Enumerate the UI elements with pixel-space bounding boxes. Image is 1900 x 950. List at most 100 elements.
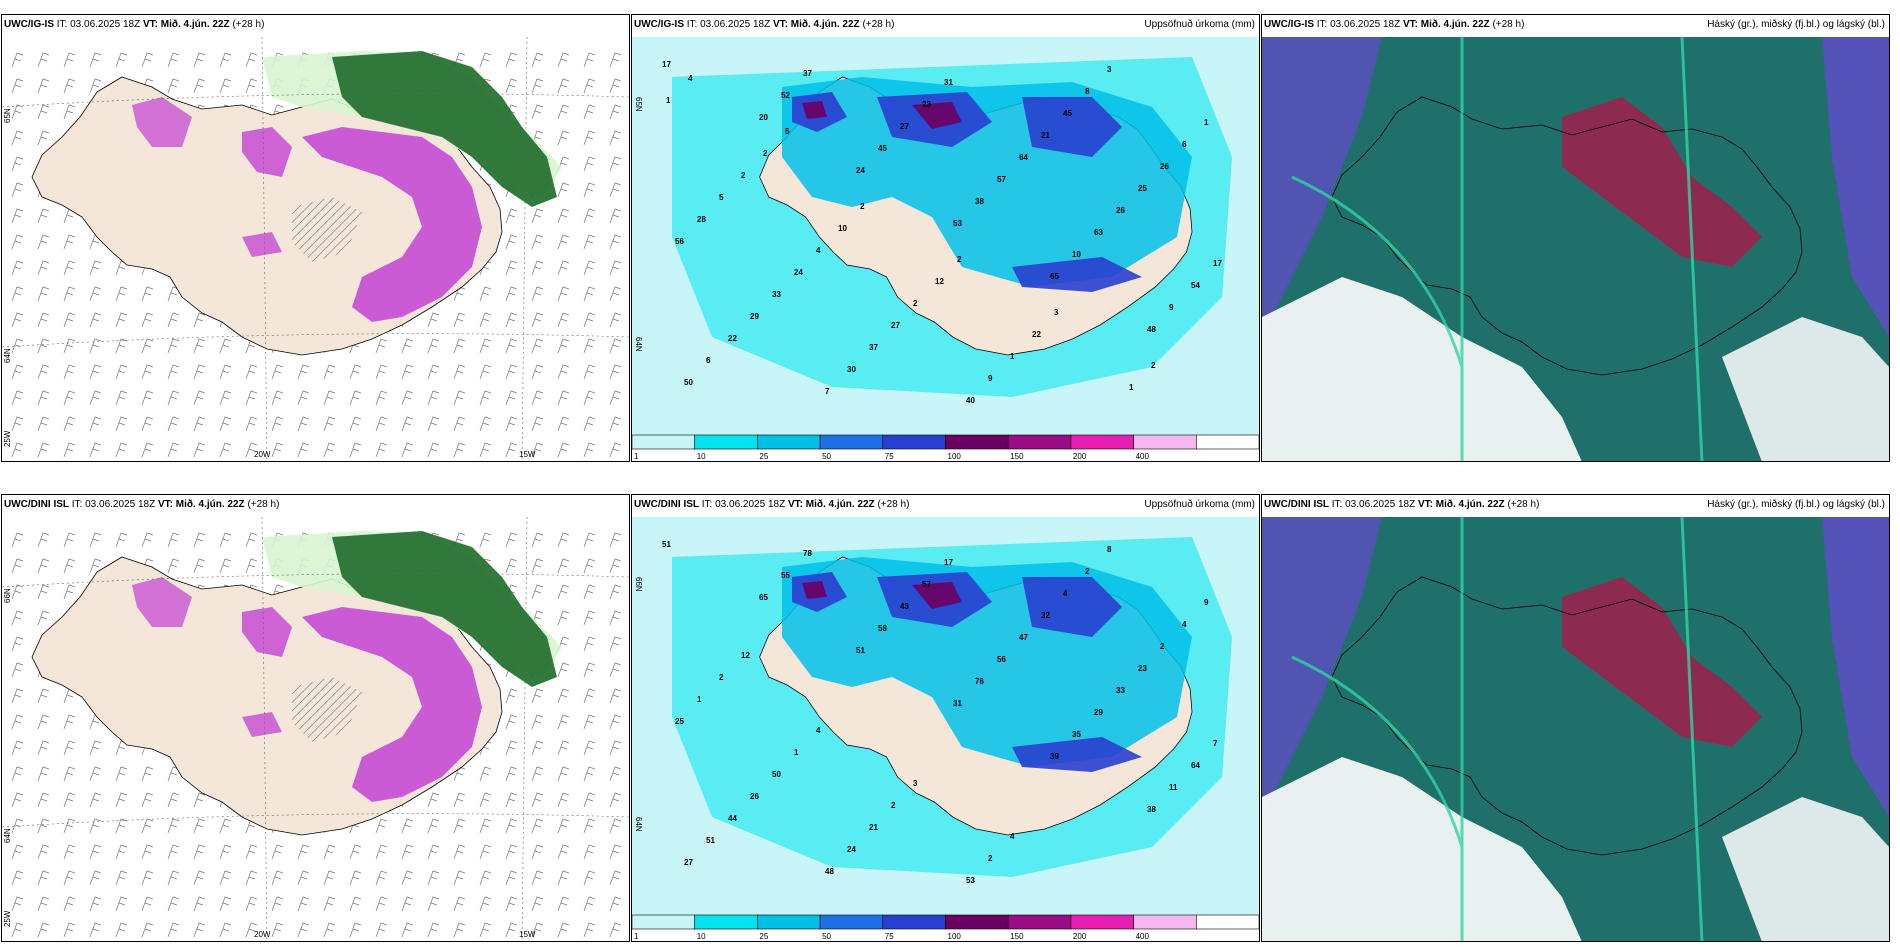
panel-header: UWC/IG-IS IT: 03.06.2025 18Z VT: Mið. 4.… — [4, 19, 625, 35]
precip-value: 32 — [1041, 611, 1050, 620]
precip-value: 2 — [913, 299, 918, 308]
lat-label: 64N — [634, 817, 643, 832]
precip-value: 47 — [1019, 633, 1028, 642]
colorbar-label: 50 — [822, 932, 831, 941]
precip-value: 21 — [1041, 131, 1050, 140]
colorbar-swatch — [882, 914, 946, 930]
panel-header: UWC/IG-IS IT: 03.06.2025 18Z VT: Mið. 4.… — [634, 19, 1255, 35]
precip-value: 37 — [803, 69, 812, 78]
precip-value: 38 — [1147, 805, 1156, 814]
colorbar-swatch — [1195, 434, 1259, 450]
panel-cloud-ig-is: UWC/IG-IS IT: 03.06.2025 18Z VT: Mið. 4.… — [1261, 14, 1890, 462]
precip-value: 57 — [922, 580, 931, 589]
init-time: 03.06.2025 18Z — [1330, 19, 1401, 30]
init-time: 03.06.2025 18Z — [85, 499, 156, 510]
precip-value: 76 — [975, 677, 984, 686]
precip-value: 24 — [847, 845, 856, 854]
precip-value: 29 — [1094, 708, 1103, 717]
map-area: 65N 64N 17 20 24 53 65 48 50 52 45 38 10 9 6 37 27 57 63 54… — [632, 37, 1259, 437]
panel-precip-dini-isl: UWC/DINI ISL IT: 03.06.2025 18Z VT: Mið.… — [631, 494, 1260, 942]
colorbar-swatch — [632, 434, 696, 450]
cloud-mid-east — [1822, 517, 1889, 817]
precip-value: 56 — [997, 655, 1006, 664]
panel-precip-ig-is: UWC/IG-IS IT: 03.06.2025 18Z VT: Mið. 4.… — [631, 14, 1260, 462]
colorbar-swatch — [882, 434, 946, 450]
precip-value: 3 — [1107, 65, 1112, 74]
map-area — [1262, 517, 1889, 941]
valid-time: Mið. 4.jún. 22Z — [160, 19, 230, 30]
cloud-mid-west — [1262, 37, 1382, 337]
precip-value: 3 — [913, 779, 918, 788]
precip-value: 29 — [750, 312, 759, 321]
valid-time: Mið. 4.jún. 22Z — [790, 19, 860, 30]
precip-value: 50 — [772, 770, 781, 779]
precip-value: 17 — [1213, 259, 1222, 268]
precip-value: 44 — [728, 814, 737, 823]
precip-value: 38 — [975, 197, 984, 206]
cloud-free-se — [1722, 317, 1889, 461]
lead-time: (+28 h) — [232, 19, 265, 30]
precip-value: 7 — [825, 387, 830, 396]
colorbar-swatch — [694, 434, 758, 450]
precip-value: 26 — [1116, 206, 1125, 215]
panel-header: UWC/DINI ISL IT: 03.06.2025 18Z VT: Mið.… — [634, 499, 1255, 515]
precip-value: 56 — [675, 237, 684, 246]
precip-value: 2 — [860, 202, 865, 211]
panel-title: Uppsöfnuð úrkoma (mm) — [1144, 19, 1255, 30]
colorbar-label: 1 — [634, 932, 639, 941]
precip-value: 64 — [1019, 153, 1028, 162]
snow-central — [242, 712, 282, 737]
model-name: UWC/DINI ISL — [634, 499, 699, 510]
precip-value: 17 — [944, 558, 953, 567]
lead-time: (+28 h) — [1492, 19, 1525, 30]
init-time-label: IT: — [71, 499, 83, 510]
colorbar-label: 100 — [948, 452, 962, 461]
precip-value: 1 — [697, 695, 702, 704]
valid-time: Mið. 4.jún. 22Z — [175, 499, 245, 510]
lon-label: 20W — [254, 450, 271, 459]
precip-value: 4 — [1010, 832, 1015, 841]
precip-value: 26 — [750, 792, 759, 801]
precip-value: 4 — [688, 74, 693, 83]
precip-value: 27 — [900, 122, 909, 131]
precip-value: 51 — [662, 540, 671, 549]
precip-value: 53 — [966, 876, 975, 885]
precip-value: 27 — [891, 321, 900, 330]
colorbar-label: 100 — [948, 932, 962, 941]
precip-values: 5165513139382755587635115178435629644448… — [662, 540, 1218, 885]
valid-time: Mið. 4.jún. 22Z — [1435, 499, 1505, 510]
precip-75 — [792, 572, 1142, 772]
precip-value: 2 — [763, 149, 768, 158]
precip-value: 9 — [1169, 303, 1174, 312]
precip-value: 50 — [684, 378, 693, 387]
model-name: UWC/IG-IS — [634, 19, 684, 30]
colorbar-label: 200 — [1073, 452, 1087, 461]
panel-header: UWC/DINI ISL IT: 03.06.2025 18Z VT: Mið.… — [4, 499, 625, 515]
cloud-mid-west — [1262, 517, 1382, 817]
colorbar-label: 400 — [1136, 452, 1150, 461]
precip-value: 1 — [1129, 383, 1134, 392]
cloud-free — [1262, 277, 1582, 461]
precip-value: 23 — [922, 100, 931, 109]
init-time-label: IT: — [1316, 19, 1328, 30]
snow-nw — [132, 577, 192, 627]
init-time-label: IT: — [686, 19, 698, 30]
precip-value: 1 — [794, 748, 799, 757]
precip-100 — [802, 101, 962, 129]
precip-value: 11 — [1169, 783, 1178, 792]
precip-75 — [792, 92, 1142, 292]
precip-value: 8 — [1107, 545, 1112, 554]
colorbar-swatch — [1007, 914, 1072, 930]
precip-value: 39 — [1050, 752, 1059, 761]
map-area: 65N 64N 20W 15W 25W — [2, 37, 629, 461]
snow-map-layers: 66N 64N 20W 15W 25W — [2, 517, 629, 941]
colorbar-label: 25 — [759, 452, 768, 461]
precip-dark — [332, 51, 557, 207]
precip-value: 51 — [706, 836, 715, 845]
precip-value: 4 — [1182, 620, 1187, 629]
precip-value: 64 — [1191, 761, 1200, 770]
snow-nw — [132, 97, 192, 147]
precip-value: 5 — [785, 127, 790, 136]
precip-value: 23 — [1138, 664, 1147, 673]
colorbar-swatch — [632, 914, 696, 930]
